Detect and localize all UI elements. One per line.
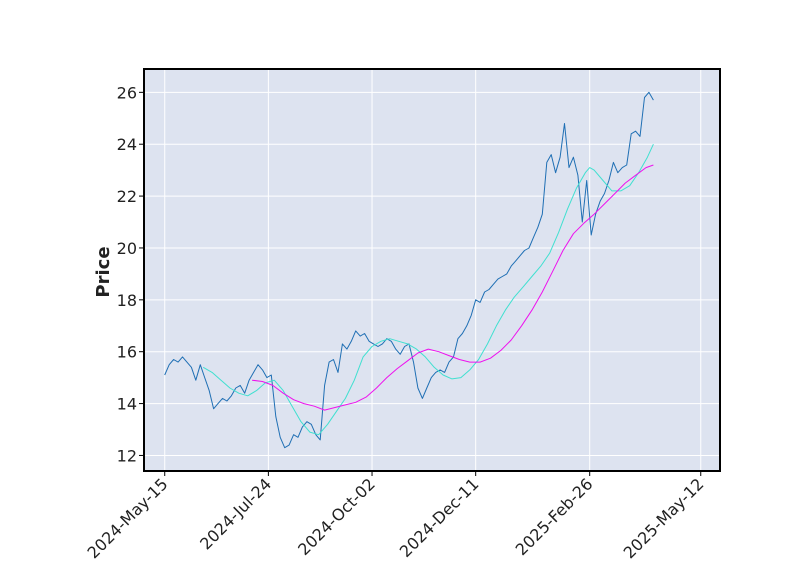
x-tick-label: 2024-Dec-11 xyxy=(396,474,483,561)
y-tick-label: 24 xyxy=(117,135,137,154)
series-line-2 xyxy=(202,143,654,436)
x-tick-label: 2024-Oct-02 xyxy=(294,474,379,559)
plot-frame xyxy=(143,68,721,472)
y-tick-label: 18 xyxy=(117,291,137,310)
series-layer xyxy=(164,91,654,449)
plot-area xyxy=(144,69,720,471)
y-tick-label: 14 xyxy=(117,395,137,414)
x-tick-label: 2024-May-15 xyxy=(84,474,172,562)
x-tick-label: 2025-Feb-26 xyxy=(512,474,597,559)
x-tick-label: 2024-Jul-24 xyxy=(196,474,275,553)
y-tick-label: 26 xyxy=(117,83,137,102)
y-tick-label: 12 xyxy=(117,446,137,465)
x-tick-label: 2025-May-12 xyxy=(620,474,708,562)
grid xyxy=(144,69,720,471)
y-axis: 12 14 16 18 20 22 24 26 xyxy=(117,83,144,465)
series-line-1 xyxy=(164,91,654,449)
y-tick-label: 16 xyxy=(117,343,137,362)
y-tick-label: 20 xyxy=(117,239,137,258)
y-axis-title: Price xyxy=(93,246,114,297)
series-line-3 xyxy=(252,164,654,411)
x-axis: 2024-May-15 2024-Jul-24 2024-Oct-02 2024-De… xyxy=(84,471,708,562)
y-tick-label: 22 xyxy=(117,187,137,206)
